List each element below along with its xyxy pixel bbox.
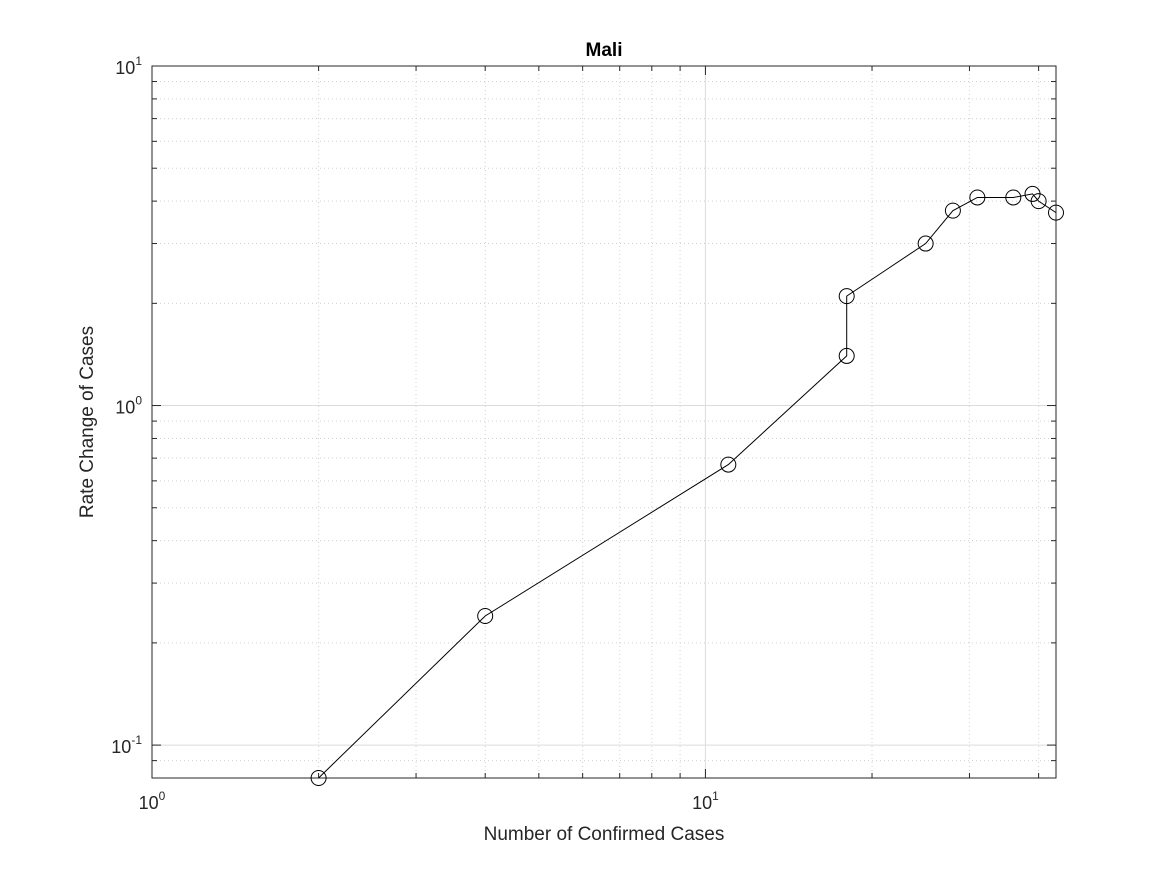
- data-point-marker: [944, 202, 961, 219]
- data-point-marker: [1005, 189, 1022, 206]
- data-point-marker: [477, 607, 494, 624]
- axis-ticks: [151, 65, 1056, 779]
- data-point-marker: [1030, 193, 1047, 210]
- data-series: [310, 185, 1064, 786]
- y-tick-label-exponent: 1: [135, 54, 142, 68]
- y-tick-label-base: 10: [111, 737, 131, 757]
- y-tick-label: 10-1: [111, 733, 142, 757]
- data-point-marker: [310, 770, 327, 786]
- axes-box: [151, 65, 1057, 779]
- x-tick-label-exponent: 1: [712, 789, 719, 803]
- x-tick-label: 101: [692, 789, 719, 813]
- y-tick-label: 101: [115, 54, 142, 78]
- data-point-marker: [917, 235, 934, 252]
- y-tick-label-exponent: -1: [131, 733, 142, 747]
- data-point-marker: [838, 347, 855, 364]
- axes-background: [152, 66, 1056, 778]
- chart-title: Mali: [586, 40, 623, 61]
- y-axis-label: Rate Change of Cases: [77, 326, 98, 518]
- data-point-marker: [1048, 204, 1064, 221]
- plot-area: [151, 65, 1064, 786]
- x-tick-label-base: 10: [692, 793, 712, 813]
- x-tick-label: 100: [139, 789, 166, 813]
- x-tick-label-exponent: 0: [159, 789, 166, 803]
- minor-grid: [152, 66, 1056, 779]
- x-axis-label: Number of Confirmed Cases: [484, 824, 725, 845]
- y-tick-label-base: 10: [115, 398, 135, 418]
- data-point-marker: [969, 189, 986, 206]
- data-point-marker: [720, 456, 737, 473]
- y-tick-label: 100: [115, 394, 142, 418]
- y-tick-label-base: 10: [115, 58, 135, 78]
- x-tick-labels: 100 101: [139, 789, 719, 813]
- data-point-marker: [838, 288, 855, 305]
- x-tick-label-base: 10: [139, 793, 159, 813]
- y-tick-label-exponent: 0: [135, 394, 142, 408]
